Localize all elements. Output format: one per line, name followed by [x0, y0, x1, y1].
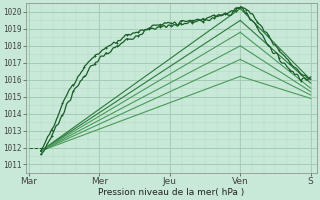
X-axis label: Pression niveau de la mer( hPa ): Pression niveau de la mer( hPa ): [98, 188, 244, 197]
